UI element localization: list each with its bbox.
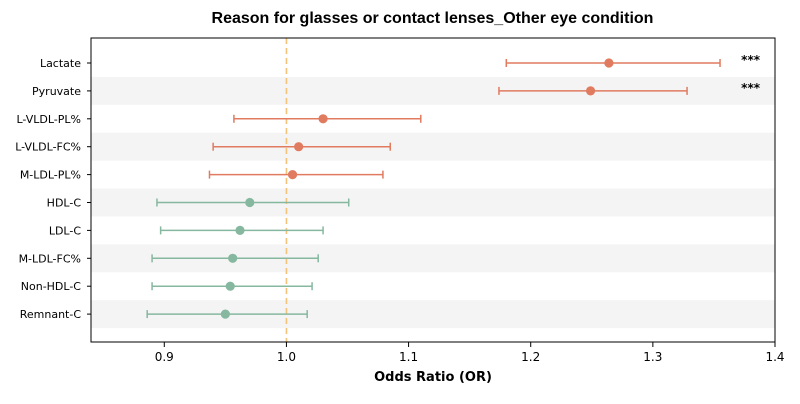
significance-marker: *** — [741, 81, 761, 95]
x-tick-label: 0.9 — [155, 350, 174, 364]
y-tick-label: L-VLDL-FC% — [15, 141, 81, 154]
x-axis-label: Odds Ratio (OR) — [374, 370, 492, 385]
significance-marker: *** — [741, 53, 761, 67]
or-point — [235, 225, 245, 235]
x-tick-label: 1.2 — [521, 350, 540, 364]
or-point — [225, 281, 235, 291]
or-point — [245, 197, 255, 208]
or-point — [604, 58, 614, 68]
row-band — [91, 132, 775, 161]
x-tick-label: 1.0 — [277, 350, 296, 364]
or-point — [287, 170, 298, 180]
chart-title: Reason for glasses or contact lenses_Oth… — [211, 10, 654, 27]
y-tick-label: M-LDL-FC% — [19, 252, 81, 265]
or-point — [228, 253, 238, 263]
y-tick-label: Non-HDL-C — [21, 280, 82, 293]
or-point — [318, 114, 328, 124]
y-tick-label: M-LDL-PL% — [20, 169, 81, 182]
y-tick-label: HDL-C — [47, 197, 82, 210]
plot-frame — [90, 37, 776, 343]
y-tick-label: Lactate — [40, 57, 81, 70]
or-point — [294, 142, 304, 152]
x-tick-label: 1.4 — [765, 350, 784, 364]
y-tick-label: L-VLDL-PL% — [16, 113, 81, 126]
x-tick-label: 1.1 — [399, 350, 418, 364]
or-point — [220, 309, 230, 319]
or-point — [585, 86, 596, 96]
x-tick-label: 1.3 — [643, 350, 662, 364]
y-tick-label: Pyruvate — [32, 85, 81, 98]
y-tick-label: Remnant-C — [20, 308, 82, 321]
y-tick-label: LDL-C — [49, 224, 82, 237]
